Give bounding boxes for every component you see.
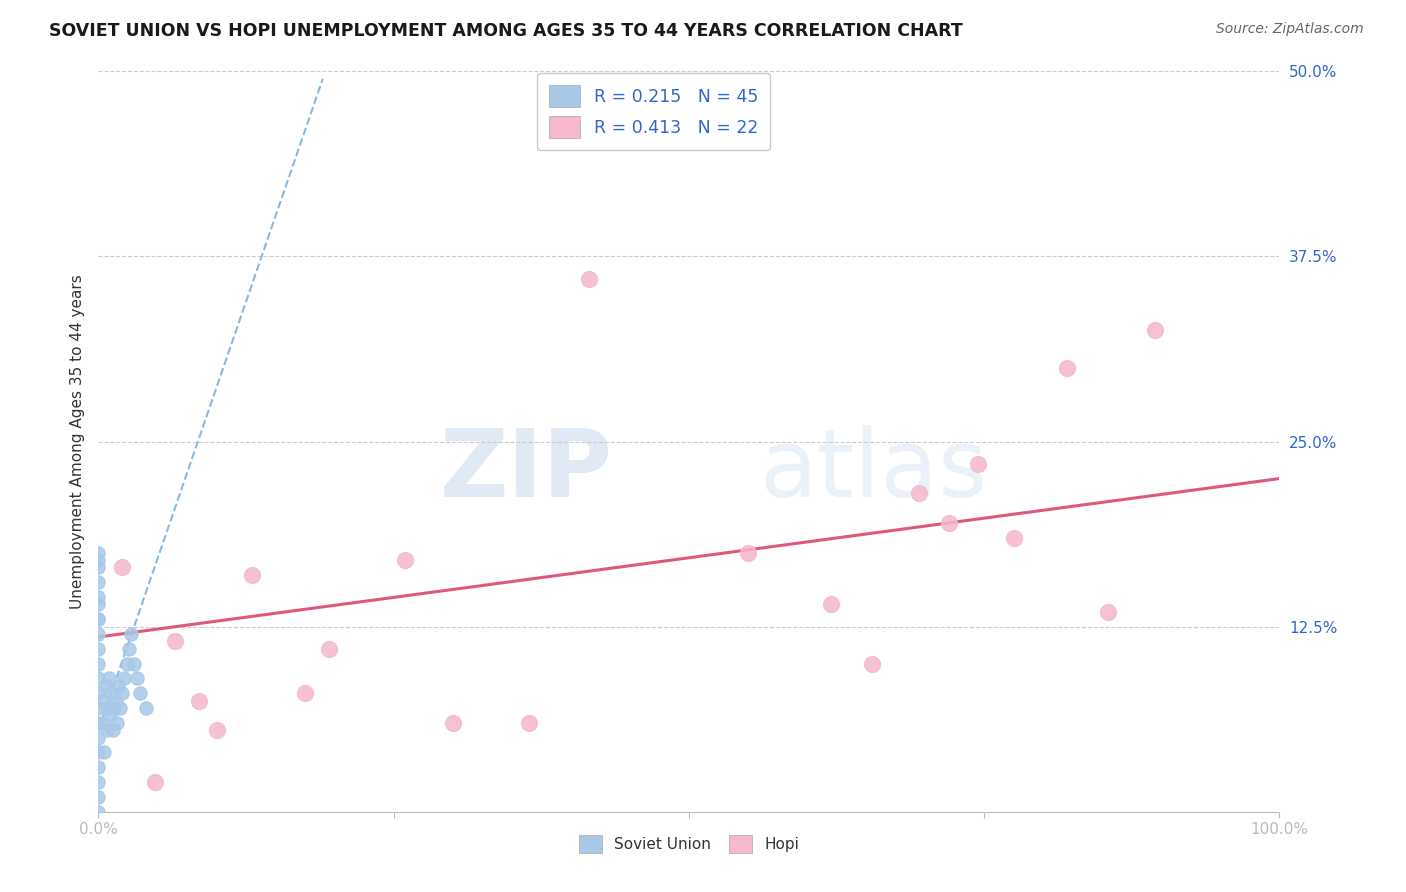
Text: atlas: atlas (759, 425, 988, 517)
Point (187, 694, 209, 708)
Point (112, 672, 135, 686)
Point (87, 775, 110, 789)
Point (91, 715, 114, 730)
Point (143, 775, 166, 789)
Point (1097, 605, 1119, 619)
Point (938, 516, 960, 530)
Point (100, 686, 122, 700)
Point (1056, 360, 1078, 375)
Point (87, 612, 110, 626)
Point (87, 746, 110, 760)
Point (115, 657, 138, 671)
Point (87, 641, 110, 656)
Point (87, 715, 110, 730)
Point (98, 672, 121, 686)
Point (205, 723, 228, 738)
Point (87, 612, 110, 626)
Point (87, 553, 110, 567)
Point (87, 657, 110, 671)
Point (107, 679, 129, 693)
Legend: Soviet Union, Hopi: Soviet Union, Hopi (572, 829, 806, 860)
Point (122, 657, 145, 671)
Point (98, 708, 121, 723)
Point (240, 567, 263, 582)
Y-axis label: Unemployment Among Ages 35 to 44 years: Unemployment Among Ages 35 to 44 years (69, 274, 84, 609)
Point (96, 723, 118, 738)
Point (87, 590, 110, 604)
Point (97, 701, 120, 715)
Point (967, 457, 990, 471)
Point (101, 723, 124, 738)
Point (1144, 324, 1167, 338)
Point (105, 694, 128, 708)
Point (128, 686, 150, 700)
Point (87, 627, 110, 641)
Point (860, 657, 883, 671)
Point (87, 760, 110, 774)
Point (105, 715, 128, 730)
Point (111, 560, 134, 574)
Text: Source: ZipAtlas.com: Source: ZipAtlas.com (1216, 22, 1364, 37)
Point (91, 694, 114, 708)
Point (294, 686, 316, 700)
Point (578, 271, 600, 285)
Point (1002, 531, 1025, 545)
Point (111, 686, 134, 700)
Point (441, 715, 464, 730)
Point (87, 701, 110, 715)
Point (135, 701, 157, 715)
Point (87, 575, 110, 590)
Point (87, 789, 110, 804)
Point (87, 731, 110, 745)
Point (108, 701, 131, 715)
Point (93, 746, 115, 760)
Point (87, 805, 110, 819)
Point (87, 686, 110, 700)
Point (118, 641, 141, 656)
Point (519, 715, 541, 730)
Text: SOVIET UNION VS HOPI UNEMPLOYMENT AMONG AGES 35 TO 44 YEARS CORRELATION CHART: SOVIET UNION VS HOPI UNEMPLOYMENT AMONG … (49, 22, 963, 40)
Point (165, 634, 187, 648)
Point (87, 598, 110, 612)
Point (318, 641, 340, 656)
Point (87, 560, 110, 574)
Point (87, 546, 110, 560)
Point (94, 679, 117, 693)
Point (820, 598, 842, 612)
Point (394, 553, 416, 567)
Point (127, 672, 149, 686)
Point (87, 672, 110, 686)
Text: ZIP: ZIP (439, 425, 612, 517)
Point (908, 486, 931, 500)
Point (737, 546, 759, 560)
Point (103, 701, 125, 715)
Point (121, 627, 143, 641)
